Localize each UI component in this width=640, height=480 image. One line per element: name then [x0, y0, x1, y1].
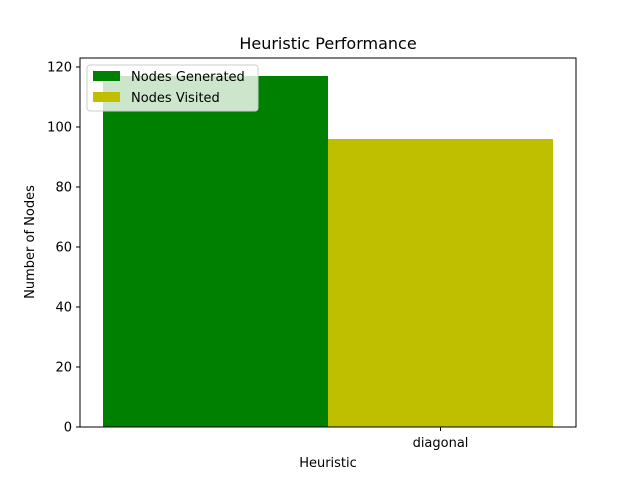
x-axis: diagonal — [413, 427, 469, 451]
legend-box — [86, 64, 259, 112]
x-tick-label: diagonal — [413, 436, 469, 451]
y-tick-label: 0 — [64, 421, 72, 436]
y-tick-label: 80 — [55, 181, 72, 196]
y-axis-label: Number of Nodes — [23, 185, 38, 299]
legend-label: Nodes Visited — [131, 91, 220, 106]
bar-nodes-visited-diagonal — [328, 139, 553, 427]
y-tick-label: 60 — [55, 241, 72, 256]
y-axis: 0 20 40 60 80 100 120 — [47, 61, 80, 436]
y-tick-label: 100 — [47, 121, 72, 136]
y-tick-label: 20 — [55, 361, 72, 376]
legend-swatch-nodes-generated — [93, 71, 120, 81]
bar-nodes-generated-diagonal — [103, 76, 328, 427]
legend-label: Nodes Generated — [131, 70, 245, 85]
y-tick-label: 120 — [47, 61, 72, 76]
chart-title: Heuristic Performance — [239, 34, 416, 53]
legend-swatch-nodes-visited — [93, 92, 120, 102]
plot-frame — [79, 57, 577, 428]
x-axis-label: Heuristic — [299, 456, 357, 471]
y-tick-label: 40 — [55, 301, 72, 316]
legend: Nodes Generated Nodes Visited — [86, 64, 259, 112]
plot-area — [103, 76, 553, 427]
